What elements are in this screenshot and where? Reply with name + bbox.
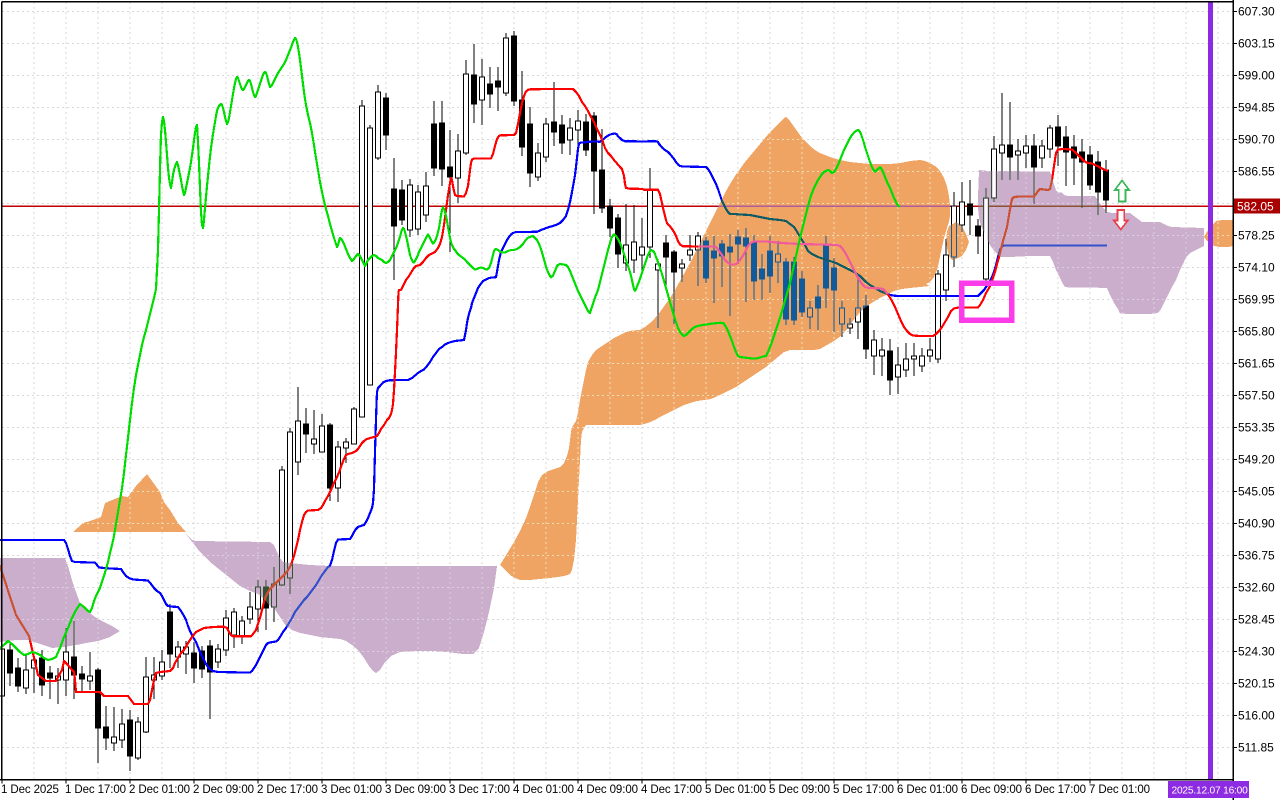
svg-text:6 Dec 09:00: 6 Dec 09:00 bbox=[961, 784, 1022, 796]
svg-text:599.00: 599.00 bbox=[1238, 69, 1275, 83]
svg-text:511.85: 511.85 bbox=[1238, 741, 1274, 755]
svg-text:1 Dec 17:00: 1 Dec 17:00 bbox=[65, 784, 126, 796]
svg-text:7 Dec 01:00: 7 Dec 01:00 bbox=[1089, 784, 1150, 796]
svg-text:545.05: 545.05 bbox=[1238, 485, 1275, 499]
svg-text:6 Dec 01:00: 6 Dec 01:00 bbox=[897, 784, 958, 796]
svg-text:524.30: 524.30 bbox=[1238, 645, 1275, 659]
svg-text:536.75: 536.75 bbox=[1238, 549, 1275, 563]
svg-text:5 Dec 17:00: 5 Dec 17:00 bbox=[833, 784, 894, 796]
svg-text:578.25: 578.25 bbox=[1238, 229, 1275, 243]
svg-text:3 Dec 09:00: 3 Dec 09:00 bbox=[385, 784, 446, 796]
svg-text:549.20: 549.20 bbox=[1238, 453, 1275, 467]
svg-text:1 Dec 2025: 1 Dec 2025 bbox=[1, 784, 59, 796]
svg-text:3 Dec 01:00: 3 Dec 01:00 bbox=[321, 784, 382, 796]
svg-text:607.30: 607.30 bbox=[1238, 5, 1275, 19]
svg-text:574.10: 574.10 bbox=[1238, 261, 1275, 275]
svg-text:594.85: 594.85 bbox=[1238, 101, 1275, 115]
svg-text:553.35: 553.35 bbox=[1238, 421, 1275, 435]
svg-text:540.90: 540.90 bbox=[1238, 517, 1275, 531]
svg-text:2025.12.07 16:00: 2025.12.07 16:00 bbox=[1172, 786, 1249, 797]
svg-text:4 Dec 09:00: 4 Dec 09:00 bbox=[577, 784, 638, 796]
svg-text:2 Dec 01:00: 2 Dec 01:00 bbox=[129, 784, 190, 796]
svg-text:2 Dec 17:00: 2 Dec 17:00 bbox=[257, 784, 318, 796]
svg-text:569.95: 569.95 bbox=[1238, 293, 1275, 307]
svg-text:565.80: 565.80 bbox=[1238, 325, 1275, 339]
svg-text:5 Dec 01:00: 5 Dec 01:00 bbox=[705, 784, 766, 796]
svg-text:4 Dec 01:00: 4 Dec 01:00 bbox=[513, 784, 574, 796]
svg-text:5 Dec 09:00: 5 Dec 09:00 bbox=[769, 784, 830, 796]
svg-text:3 Dec 17:00: 3 Dec 17:00 bbox=[449, 784, 510, 796]
svg-text:561.65: 561.65 bbox=[1238, 357, 1275, 371]
svg-text:590.70: 590.70 bbox=[1238, 133, 1275, 147]
svg-text:586.55: 586.55 bbox=[1238, 165, 1275, 179]
svg-text:4 Dec 17:00: 4 Dec 17:00 bbox=[641, 784, 702, 796]
svg-text:532.60: 532.60 bbox=[1238, 581, 1275, 595]
svg-text:582.05: 582.05 bbox=[1237, 200, 1274, 214]
svg-text:2 Dec 09:00: 2 Dec 09:00 bbox=[193, 784, 254, 796]
svg-text:603.15: 603.15 bbox=[1238, 37, 1275, 51]
svg-text:6 Dec 17:00: 6 Dec 17:00 bbox=[1025, 784, 1086, 796]
svg-text:528.45: 528.45 bbox=[1238, 613, 1275, 627]
svg-text:516.00: 516.00 bbox=[1238, 709, 1275, 723]
svg-text:557.50: 557.50 bbox=[1238, 389, 1275, 403]
svg-text:520.15: 520.15 bbox=[1238, 677, 1275, 691]
